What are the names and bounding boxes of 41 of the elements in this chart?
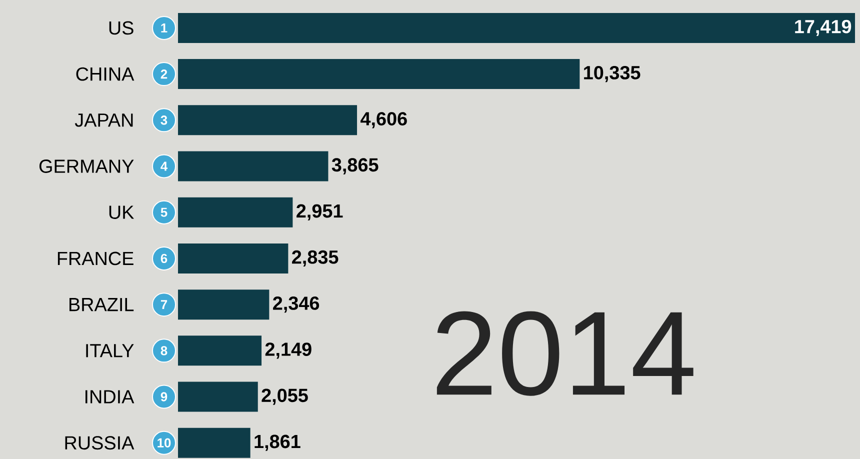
y-tick-label: CHINA [76,67,134,81]
y-tick-label: ITALY [86,344,134,358]
annotation: 2014 [436,311,694,396]
annotation: 3 [160,116,168,125]
bar [178,12,856,43]
data-label: 2,346 [273,296,320,313]
annotation: 6 [160,254,168,264]
data-label: 2,951 [296,204,343,220]
bar [178,197,293,228]
annotation: 4 [160,162,168,171]
data-label: 3,865 [332,158,378,174]
bar [178,59,580,90]
data-label: 10,335 [584,66,640,82]
annotation: 1 [161,24,168,32]
data-label: 2,055 [262,388,308,405]
data-label: 1,861 [254,434,300,451]
data-label: 4,606 [360,112,407,128]
y-tick-label: US [109,21,134,35]
annotation: 5 [160,208,168,217]
data-label: 2,149 [265,342,312,359]
bar [178,428,250,458]
y-tick-label: FRANCE [58,252,134,266]
y-tick-label: INDIA [85,390,134,404]
bar [178,290,270,320]
bar [178,243,288,274]
y-tick-label: JAPAN [74,114,133,127]
y-tick-label: GERMANY [39,160,134,173]
y-tick-label: UK [109,206,134,219]
data-label: 17,419 [795,20,852,36]
annotation: 7 [160,300,168,310]
bar [178,336,262,366]
bar [178,151,328,182]
annotation: 9 [160,392,168,402]
bar [178,382,258,412]
annotation: 2 [160,70,168,79]
data-label: 2,835 [292,250,338,267]
annotation: 10 [158,438,171,448]
annotation: 8 [160,346,168,356]
y-tick-label: BRAZIL [70,298,134,312]
bar [178,105,358,136]
y-tick-label: RUSSIA [65,436,134,450]
